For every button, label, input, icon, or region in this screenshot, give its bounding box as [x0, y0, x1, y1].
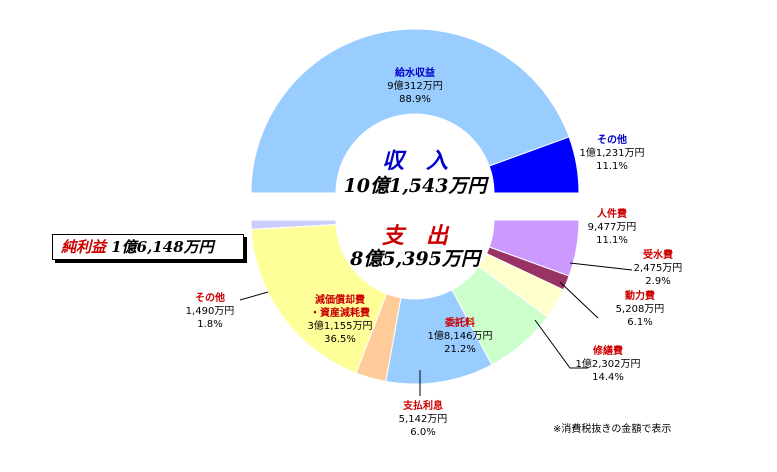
expense-4-name: 委託料 [444, 316, 475, 329]
expense-5-percent: 6.0% [410, 427, 435, 438]
expense-4-amount: 1億8,146万円 [428, 329, 493, 342]
footnote: ※消費税抜きの金額で表示 [553, 424, 672, 435]
leader-lines-layer [239, 262, 633, 396]
income-1-amount: 1億1,231万円 [580, 146, 645, 159]
net-profit-label: 純利益 [61, 238, 107, 256]
expense-0-percent: 11.1% [596, 235, 628, 246]
leader-line-2 [559, 281, 599, 319]
expense-title: 支 出 [382, 223, 450, 249]
expense-0-amount: 9,477万円 [588, 222, 637, 233]
expense-4-label: 委託料 1億8,146万円 21.2% [428, 316, 493, 355]
income-total: 10億1,543万円 [344, 175, 490, 197]
expense-1-name: 受水費 [643, 248, 673, 261]
leader-line-3 [534, 319, 588, 369]
income-0-name: 給水収益 [395, 66, 435, 79]
expense-7-label: その他 1,490万円 1.8% [186, 291, 235, 330]
expense-6-percent: 36.5% [324, 334, 356, 345]
expense-5-label: 支払利息 5,142万円 6.0% [399, 399, 448, 438]
expense-2-label: 動力費 5,208万円 6.1% [616, 289, 665, 328]
income-slice-1 [488, 136, 580, 194]
expense-1-percent: 2.9% [645, 276, 670, 287]
expense-3-name: 修繕費 [592, 344, 623, 357]
expense-3-percent: 14.4% [592, 372, 624, 383]
expense-6-label: 減価償却費・資産減耗費 3億1,155万円 36.5% [308, 293, 373, 345]
slices-layer [250, 28, 580, 385]
expense-4-percent: 21.2% [444, 344, 476, 355]
expense-total: 8億5,395万円 [349, 248, 483, 270]
expense-5-amount: 5,142万円 [399, 414, 448, 425]
expense-6-name: 減価償却費 [315, 293, 365, 306]
expense-1-amount: 2,475万円 [634, 263, 683, 274]
income-1-label: その他 1億1,231万円 11.1% [580, 133, 645, 172]
income-0-amount: 9億312万円 [387, 79, 442, 92]
expense-6-amount: 3億1,155万円 [308, 319, 373, 332]
income-title: 収 入 [382, 148, 448, 174]
expense-0-name: 人件費 [597, 207, 627, 220]
expense-6-name: ・資産減耗費 [310, 306, 370, 319]
expense-2-amount: 5,208万円 [616, 304, 665, 315]
expense-5-name: 支払利息 [402, 399, 443, 412]
expense-slice-6 [250, 223, 388, 374]
leader-line-7 [239, 291, 269, 301]
expense-7-name: その他 [195, 291, 225, 304]
expense-3-amount: 1億2,302万円 [576, 357, 641, 370]
net-profit-box: 純利益 1億6,148万円 [52, 234, 244, 260]
income-0-label: 給水収益 9億312万円 88.9% [387, 66, 442, 105]
income-slice-0 [250, 28, 570, 194]
expense-7-percent: 1.8% [197, 319, 222, 330]
expense-2-percent: 6.1% [627, 317, 652, 328]
income-0-percent: 88.9% [399, 94, 431, 105]
income-1-percent: 11.1% [596, 161, 628, 172]
slice-labels-layer: 給水収益 9億312万円 88.9%その他 1億1,231万円 11.1%人件費 9,47… [186, 66, 683, 438]
expense-7-amount: 1,490万円 [186, 306, 235, 317]
leader-line-1 [569, 262, 633, 271]
expense-1-label: 受水費 2,475万円 2.9% [634, 248, 683, 287]
net-profit-value: 1億6,148万円 [111, 238, 214, 256]
income-1-name: その他 [597, 133, 627, 146]
expense-2-name: 動力費 [625, 289, 655, 302]
expense-3-label: 修繕費 1億2,302万円 14.4% [576, 344, 641, 383]
expense-0-label: 人件費 9,477万円 11.1% [588, 207, 637, 246]
